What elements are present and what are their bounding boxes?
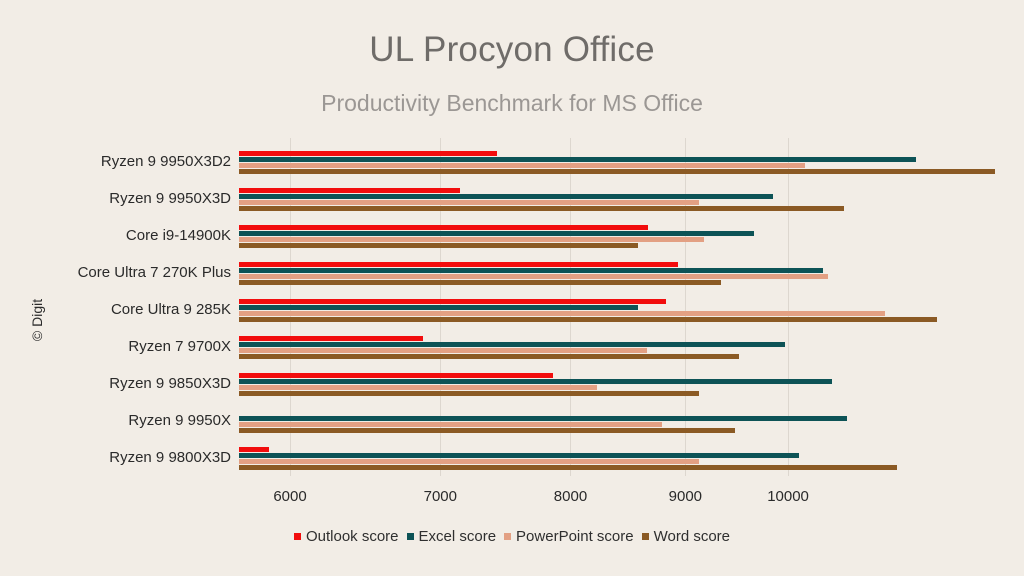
legend-item[interactable]: Outlook score: [293, 528, 399, 545]
bar-excel-score[interactable]: [239, 416, 847, 421]
legend-item[interactable]: PowerPoint score: [504, 528, 634, 545]
legend-item[interactable]: Word score: [641, 528, 731, 545]
bar-word-score[interactable]: [239, 391, 700, 396]
legend-swatch-icon: [641, 533, 649, 540]
chart-legend: Outlook score Excel score PowerPoint score…: [0, 528, 1024, 545]
bar-outlook-score[interactable]: [239, 262, 678, 267]
bar-powerpoint-score[interactable]: [239, 459, 700, 464]
bar-outlook-score[interactable]: [239, 151, 498, 156]
bar-word-score[interactable]: [239, 317, 937, 322]
category-label: Ryzen 7 9700X: [128, 338, 231, 355]
bar-powerpoint-score[interactable]: [239, 422, 663, 427]
category-label: Core i9-14900K: [125, 227, 231, 244]
legend-label: Outlook score: [305, 528, 399, 545]
legend-label: Word score: [653, 528, 731, 545]
bar-word-score[interactable]: [239, 428, 735, 433]
bar-excel-score[interactable]: [239, 379, 832, 384]
x-tick-label: 10000: [767, 488, 809, 505]
chart-subtitle: Productivity Benchmark for MS Office: [321, 90, 703, 116]
bar-powerpoint-score[interactable]: [239, 274, 829, 279]
bar-word-score[interactable]: [239, 354, 740, 359]
gridline: [788, 138, 789, 476]
legend-label: Excel score: [418, 528, 497, 545]
bar-outlook-score[interactable]: [239, 188, 460, 193]
bar-outlook-score[interactable]: [239, 373, 554, 378]
x-tick-label: 6000: [273, 488, 307, 505]
bar-outlook-score[interactable]: [239, 447, 269, 452]
category-label: Ryzen 9 9950X: [128, 412, 231, 429]
x-tick-label: 8000: [553, 488, 588, 505]
bar-word-score[interactable]: [239, 169, 996, 174]
bar-outlook-score[interactable]: [239, 299, 666, 304]
chart-title: UL Procyon Office: [369, 30, 655, 69]
legend-swatch-icon: [406, 533, 414, 540]
bar-word-score[interactable]: [239, 465, 897, 470]
bar-excel-score[interactable]: [239, 157, 916, 162]
bar-excel-score[interactable]: [239, 268, 824, 273]
x-tick-label: 9000: [668, 488, 703, 505]
bar-powerpoint-score[interactable]: [239, 385, 597, 390]
legend-label: PowerPoint score: [516, 528, 634, 545]
bar-excel-score[interactable]: [239, 342, 786, 347]
bar-word-score[interactable]: [239, 206, 844, 211]
bar-excel-score[interactable]: [239, 453, 799, 458]
bar-powerpoint-score[interactable]: [239, 348, 647, 353]
bar-excel-score[interactable]: [239, 305, 638, 310]
legend-item[interactable]: Excel score: [406, 528, 497, 545]
category-label: Ryzen 9 9850X3D: [109, 375, 231, 392]
bar-excel-score[interactable]: [239, 231, 755, 236]
category-label: Ryzen 9 9800X3D: [109, 449, 231, 466]
legend-swatch-icon: [293, 533, 301, 540]
x-tick-label: 7000: [423, 488, 457, 505]
legend-swatch-icon: [504, 533, 512, 540]
bar-powerpoint-score[interactable]: [239, 311, 885, 316]
gridline: [685, 138, 686, 476]
bar-word-score[interactable]: [239, 243, 638, 248]
bar-excel-score[interactable]: [239, 194, 774, 199]
category-label: Core Ultra 9 285K: [110, 301, 231, 318]
category-label: Core Ultra 7 270K Plus: [77, 264, 231, 281]
bar-word-score[interactable]: [239, 280, 722, 285]
bar-powerpoint-score[interactable]: [239, 237, 704, 242]
bar-powerpoint-score[interactable]: [239, 163, 806, 168]
category-label: Ryzen 9 9950X3D: [109, 190, 231, 207]
bar-powerpoint-score[interactable]: [239, 200, 700, 205]
category-label: Ryzen 9 9950X3D2: [100, 153, 231, 170]
bar-outlook-score[interactable]: [239, 336, 424, 341]
bar-outlook-score[interactable]: [239, 225, 648, 230]
